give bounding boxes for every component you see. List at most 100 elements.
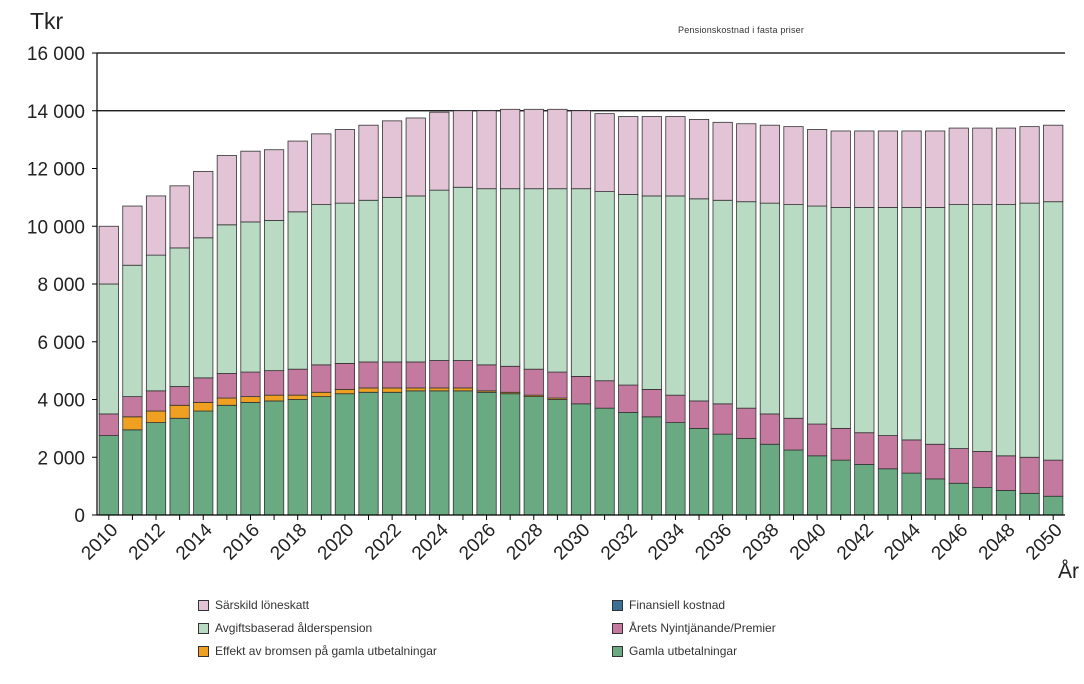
bar-segment xyxy=(877,130,899,208)
legend-item: Effekt av bromsen på gamla utbetalningar xyxy=(198,644,437,658)
legend-label: Årets Nyintjänande/Premier xyxy=(629,621,776,635)
bar-segment xyxy=(712,199,733,405)
x-tick-label: 2012 xyxy=(125,520,170,565)
y-tick-label: 10 000 xyxy=(27,217,85,238)
bar-segment xyxy=(429,360,450,389)
legend-item: Särskild löneskatt xyxy=(198,598,309,612)
bar-segment xyxy=(216,224,237,374)
bar-segment xyxy=(382,196,403,363)
bar-segment xyxy=(405,361,426,389)
bar-segment xyxy=(570,110,592,190)
x-tick-label: 2036 xyxy=(691,520,736,565)
bar-segment xyxy=(783,417,804,451)
legend-label: Gamla utbetalningar xyxy=(629,644,738,658)
legend-label: Effekt av bromsen på gamla utbetalningar xyxy=(215,644,437,658)
bar-segment xyxy=(830,130,851,208)
bar-segment xyxy=(1043,201,1064,461)
bar-segment xyxy=(948,448,969,484)
bar-segment xyxy=(193,377,214,403)
bar-segment xyxy=(972,451,993,488)
bar-segment xyxy=(382,120,403,198)
bar-segment xyxy=(523,396,544,516)
bar-segment xyxy=(570,375,592,405)
bar-segment xyxy=(570,188,592,377)
bar-segment xyxy=(476,391,497,516)
bar-segment xyxy=(311,396,332,516)
bar-segment xyxy=(783,204,804,419)
bar-segment xyxy=(287,140,308,213)
bar-segment xyxy=(948,127,969,205)
bar-segment xyxy=(807,129,828,207)
bar-segment xyxy=(169,185,190,249)
bar-segment xyxy=(287,394,308,400)
legend-item: Finansiell kostnad xyxy=(612,598,725,612)
bar-segment xyxy=(901,207,922,441)
bar-segment xyxy=(854,130,875,208)
bar-segment xyxy=(547,399,568,516)
bar-segment xyxy=(1043,124,1064,203)
bar-segment xyxy=(1043,459,1064,497)
bar-segment xyxy=(452,110,474,188)
legend-item: Årets Nyintjänande/Premier xyxy=(612,621,776,635)
bar-segment xyxy=(736,201,757,409)
bar-segment xyxy=(169,386,190,406)
chart-svg: 0 2 000 4 000 6 000 8 000 10 000 12 000 14 000 1… xyxy=(27,44,1067,565)
bar-segment xyxy=(830,459,851,516)
bar-segment xyxy=(358,124,379,201)
bar-segment xyxy=(382,361,403,389)
bar-segment xyxy=(712,403,733,435)
x-tick-label: 2030 xyxy=(550,520,595,565)
bar-segment xyxy=(452,186,474,361)
bar-segment xyxy=(311,204,332,366)
x-tick-label: 2016 xyxy=(219,520,264,565)
bar-segment xyxy=(807,455,828,516)
legend-label: Finansiell kostnad xyxy=(629,598,726,612)
bar-segment xyxy=(240,371,261,398)
bar-segment xyxy=(712,121,733,201)
y-tick-label: 12 000 xyxy=(27,160,85,181)
bar-segment xyxy=(618,116,639,195)
bar-segment xyxy=(948,204,969,449)
bar-segment xyxy=(665,394,686,424)
bar-segment xyxy=(523,188,544,370)
bar-segment xyxy=(759,413,780,445)
y-axis-label: Tkr xyxy=(30,8,64,34)
bar-segment xyxy=(877,207,899,436)
x-tick-label: 2028 xyxy=(503,520,548,565)
bar-segment xyxy=(122,416,143,431)
bar-segment xyxy=(807,205,828,425)
bar-segment xyxy=(193,170,214,239)
bar-segment xyxy=(476,188,497,366)
bar-segment xyxy=(948,482,969,516)
bar-segment xyxy=(688,198,710,402)
bar-segment xyxy=(216,397,237,406)
bar-segment xyxy=(854,207,875,434)
bar-segment xyxy=(311,364,332,393)
bar-segment xyxy=(641,116,662,197)
bar-segment xyxy=(476,364,497,392)
bar-segment xyxy=(382,391,403,516)
bar-segment xyxy=(877,468,899,516)
bar-segment xyxy=(547,108,568,190)
legend-label: Avgiftsbaserad ålderspension xyxy=(215,621,373,635)
bar-segment xyxy=(122,429,143,516)
bar-segment xyxy=(287,368,308,396)
bar-segment xyxy=(358,391,379,516)
bar-segment xyxy=(405,117,426,197)
bar-segment xyxy=(736,123,757,203)
bar-segment xyxy=(358,199,379,363)
bar-segment xyxy=(877,435,899,470)
chart-title: Pensionskostnad i fasta priser xyxy=(678,25,805,35)
bar-segment xyxy=(405,195,426,363)
bar-segment xyxy=(641,195,662,390)
bar-segment xyxy=(523,108,544,190)
bar-segment xyxy=(98,413,119,436)
x-tick-label: 2020 xyxy=(314,520,359,565)
bar-segment xyxy=(901,472,922,516)
bar-segment xyxy=(452,360,474,389)
bar-segment xyxy=(216,404,237,516)
legend-item: Gamla utbetalningar xyxy=(612,644,737,658)
bar-segment xyxy=(334,388,355,395)
bar-segment xyxy=(145,254,167,392)
bar-segment xyxy=(1019,202,1040,458)
